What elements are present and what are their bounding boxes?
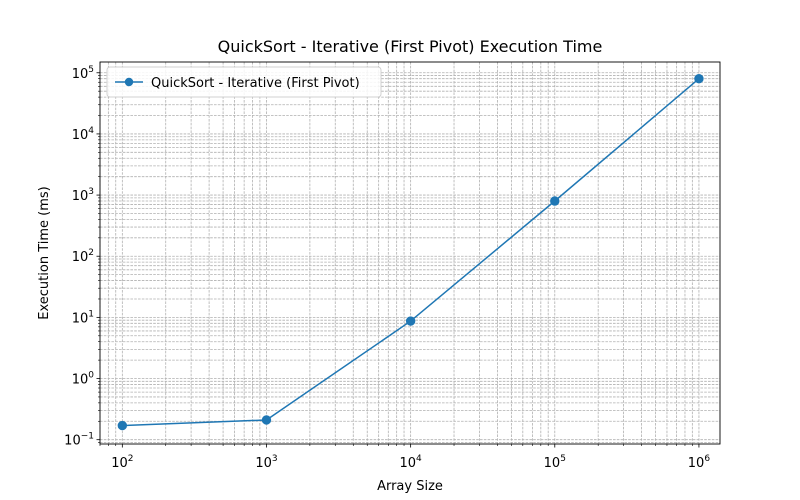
plot-area: 102 103 104 105 106 10−1 100 101 102 103 104 105 Qui…	[64, 61, 721, 471]
chart-title: QuickSort - Iterative (First Pivot) Exec…	[218, 37, 603, 56]
plot-background	[100, 62, 720, 444]
legend-label: QuickSort - Iterative (First Pivot)	[151, 76, 360, 91]
legend-box	[106, 66, 382, 98]
data-point	[694, 73, 704, 84]
y-tick-label: 100	[72, 371, 95, 388]
axes-frame	[99, 61, 721, 445]
data-point	[550, 196, 560, 206]
data-point	[117, 420, 128, 431]
y-tick-label: 101	[72, 309, 94, 326]
x-tick-label: 105	[544, 454, 566, 471]
data-point	[405, 316, 416, 326]
legend: QuickSort - Iterative (First Pivot)	[106, 66, 382, 98]
y-tick-label: 102	[72, 248, 94, 265]
x-tick-label: 103	[255, 454, 277, 471]
x-axis-label: Array Size	[377, 479, 443, 494]
y-tick-label: 103	[72, 187, 94, 204]
y-tick-label: 105	[72, 65, 94, 82]
y-axis-label: Execution Time (ms)	[37, 186, 52, 319]
data-point	[261, 415, 272, 425]
legend-marker	[124, 77, 134, 87]
x-tick-label: 102	[111, 454, 133, 471]
x-tick-label: 104	[399, 454, 422, 471]
y-tick-label: 104	[72, 126, 95, 143]
x-gridlines	[99, 62, 700, 444]
x-tick-label: 106	[688, 454, 711, 471]
y-tick-label: 10−1	[64, 432, 94, 449]
